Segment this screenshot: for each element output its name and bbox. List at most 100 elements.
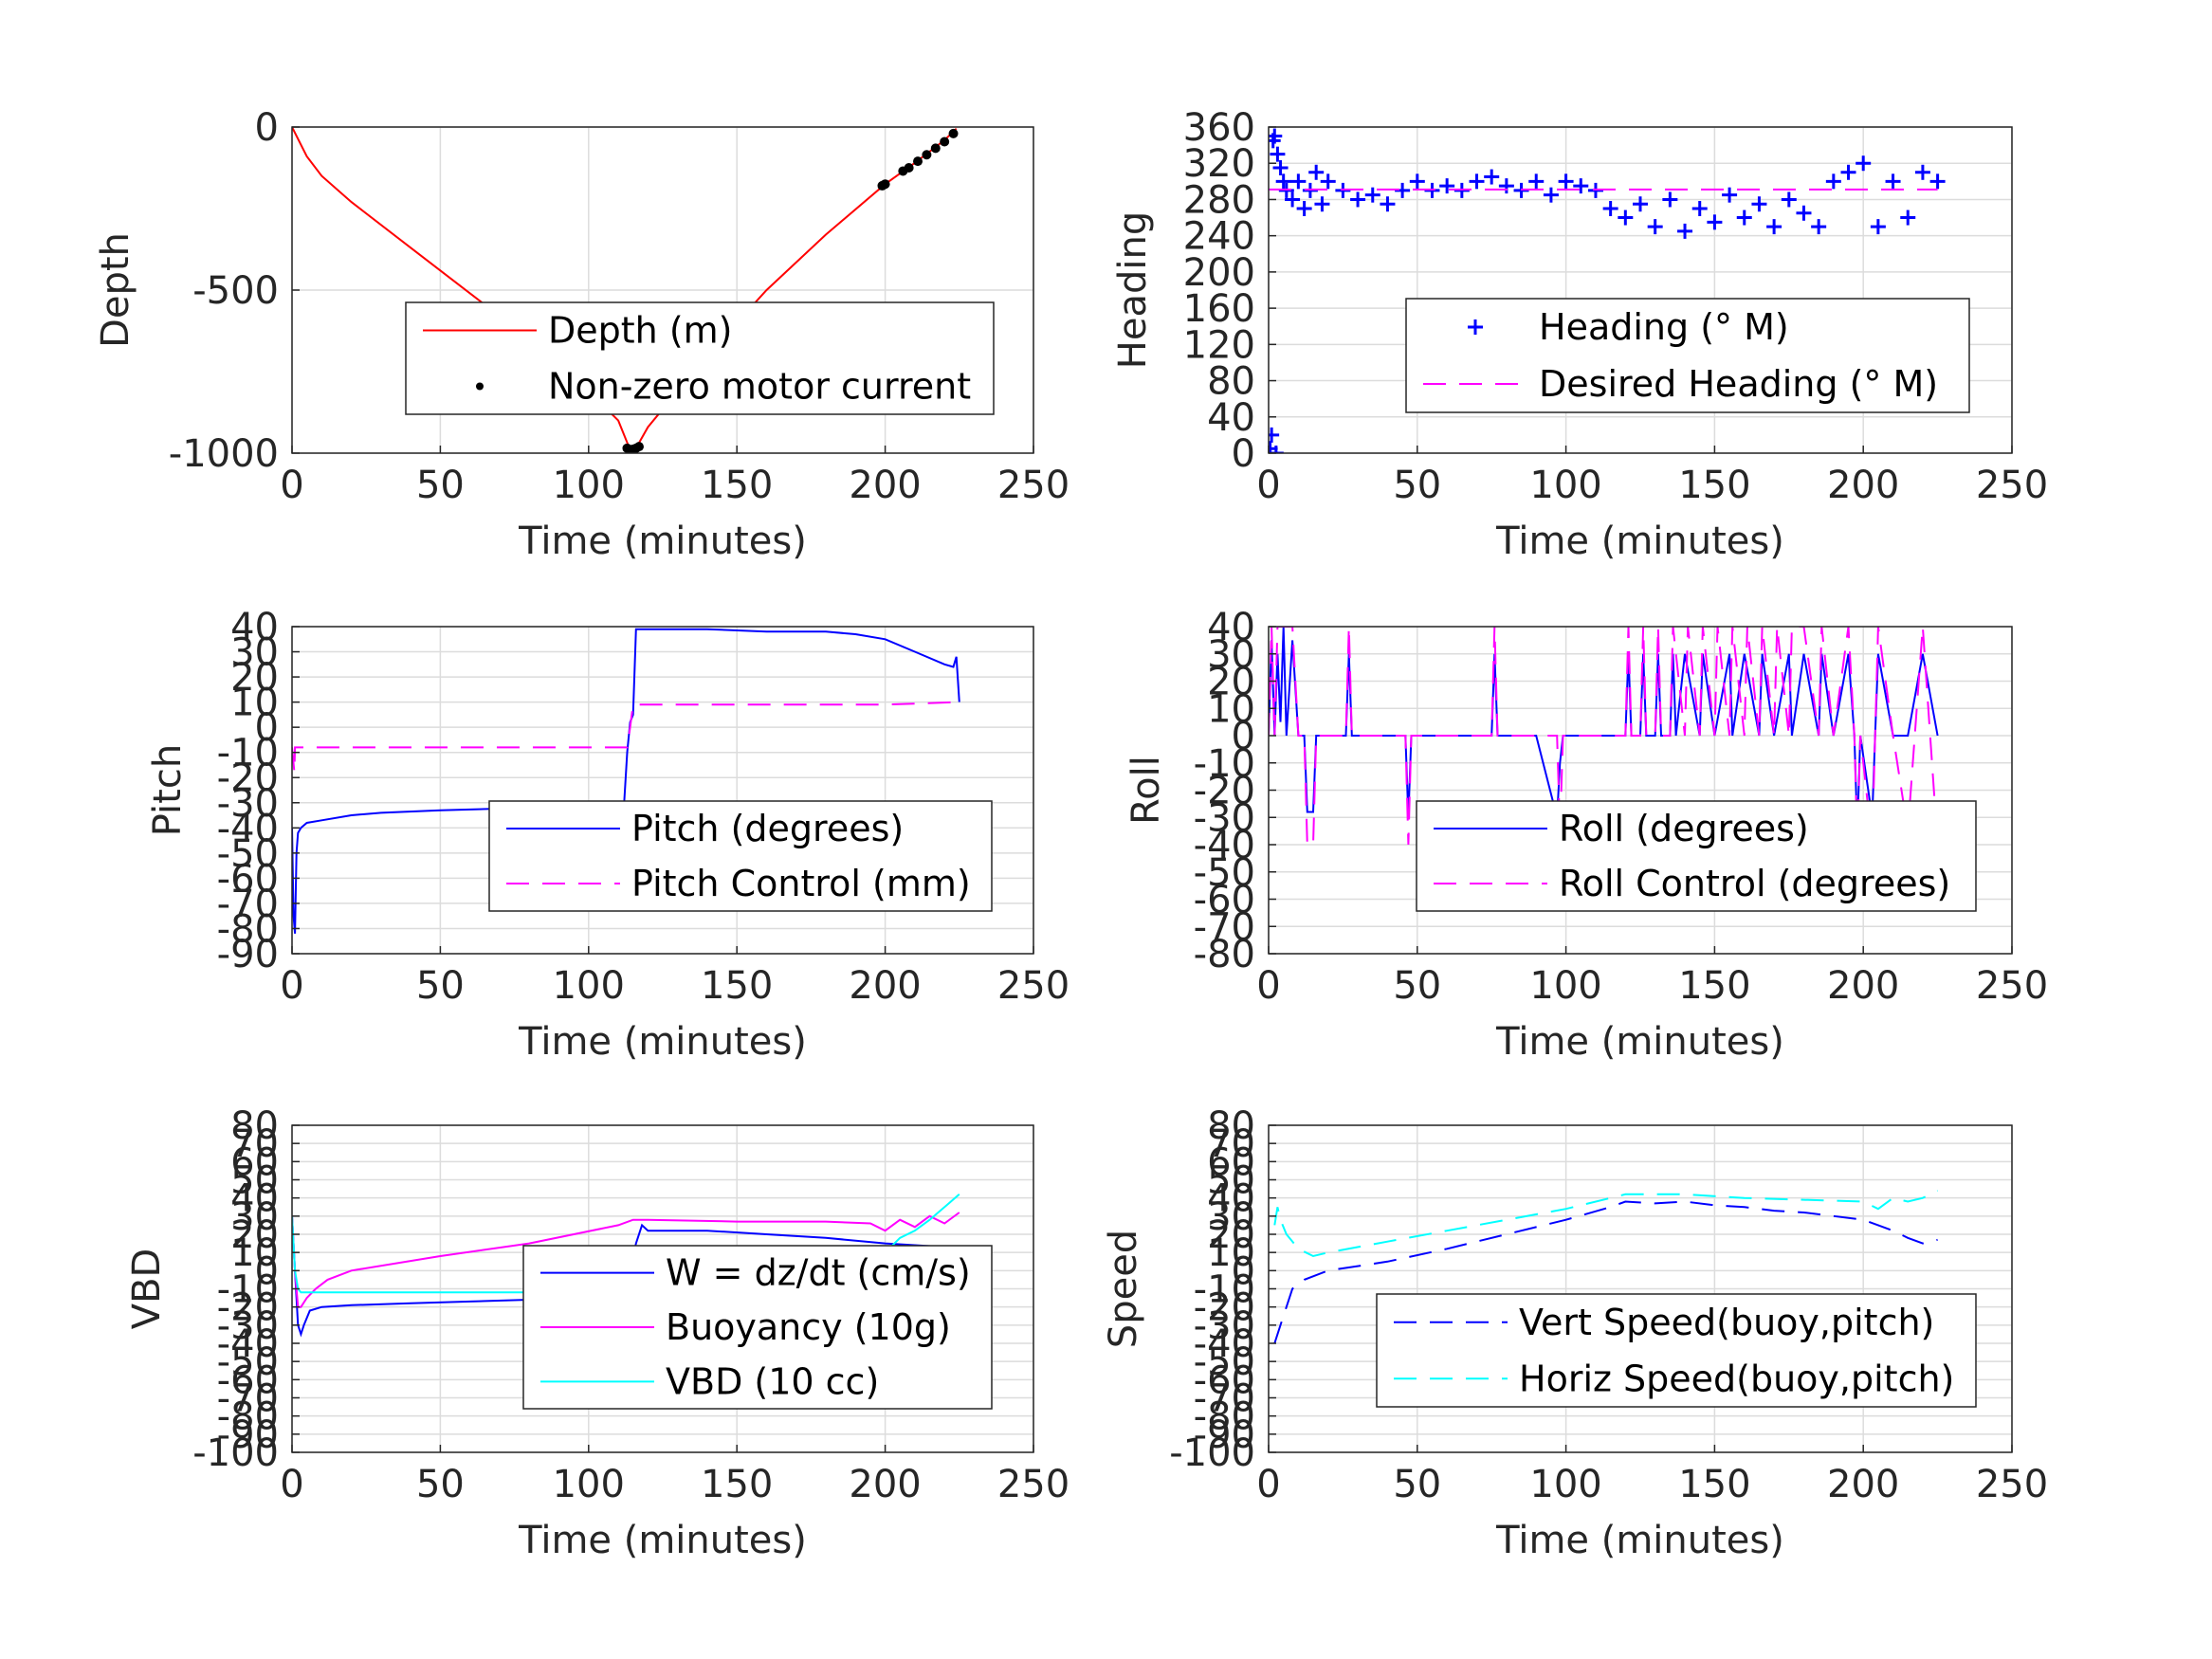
y-tick-label: -90 (1194, 1413, 1255, 1457)
y-tick-label: 320 (1183, 142, 1255, 186)
y-tick-label: 0 (1232, 715, 1255, 758)
y-tick-label: -80 (1194, 933, 1255, 976)
subplot-6: 0 50 100 150 200 250-100-90-80-70-60-50-40-30… (1102, 1104, 2048, 1562)
x-tick-label: 0 (1256, 964, 1280, 1008)
series-heading-m-point (1543, 187, 1559, 203)
plot-series (292, 127, 959, 453)
series-heading-m-point (1469, 173, 1485, 190)
series-heading-m-point (1270, 146, 1286, 162)
subplot-4: 0 50 100 150 200 250-80-70-60-50-40-30-20-100… (1124, 606, 2048, 1064)
y-axis-label: Heading (1111, 211, 1155, 369)
legend: Roll (degrees) Roll Control (degrees) (1416, 800, 1977, 912)
x-tick-label: 0 (1256, 464, 1280, 507)
y-tick-label: 360 (1183, 106, 1255, 150)
y-tick-label: 40 (1207, 396, 1255, 440)
series-heading-m-point (1314, 196, 1330, 212)
x-tick-label: 250 (1976, 464, 2048, 507)
y-tick-label: 20 (1207, 661, 1255, 704)
legend-swatch (1468, 319, 1483, 335)
series-heading-m-point (1275, 173, 1291, 190)
series-heading-m-point (1736, 210, 1752, 226)
series-heading-m-point (1914, 164, 1930, 180)
y-tick-label: -40 (1194, 1322, 1255, 1366)
x-tick-label: 200 (849, 964, 921, 1008)
legend-box (488, 800, 993, 912)
x-tick-label: 150 (701, 464, 773, 507)
legend: Heading (° M) Desired Heading (° M) (1405, 298, 1970, 413)
series-heading-m-point (1602, 201, 1618, 216)
series-heading-m-point (1647, 219, 1663, 235)
y-axis-label: Pitch (146, 744, 190, 836)
series-heading-m-point (1269, 427, 1280, 443)
y-tick-label: -40 (1194, 824, 1255, 867)
y-tick-label: 50 (230, 1159, 279, 1203)
x-tick-label: 50 (416, 1463, 465, 1506)
series-heading-m-point (1662, 191, 1678, 208)
y-tick-label: 200 (1183, 251, 1255, 295)
legend-box (1376, 1293, 1977, 1408)
y-tick-label: -20 (217, 757, 279, 800)
series-non-zero-motor-current-point (633, 442, 644, 452)
y-tick-label: 160 (1183, 287, 1255, 331)
x-tick-label: 250 (1976, 964, 2048, 1008)
series-heading-m-point (1269, 128, 1283, 144)
x-tick-label: 50 (1393, 1463, 1441, 1506)
series-heading-m-point (1900, 210, 1916, 226)
y-tick-label: 70 (1207, 1122, 1255, 1166)
y-tick-label: -50 (1194, 851, 1255, 895)
x-tick-label: 200 (1827, 464, 1899, 507)
series-heading-m-point (1439, 178, 1455, 194)
y-tick-label: 0 (255, 706, 279, 750)
x-tick-label: 100 (1529, 1463, 1601, 1506)
legend-label: Non-zero motor current (548, 366, 971, 408)
y-tick-label: 20 (230, 1213, 279, 1257)
axes-frame (1268, 126, 2013, 454)
legend: Pitch (degrees) Pitch Control (mm) (488, 800, 993, 912)
series-heading-m-point (1320, 173, 1336, 190)
y-tick-label: -100 (1169, 1431, 1255, 1475)
series-heading-m-point (1885, 173, 1901, 190)
series-heading-m-point (1409, 173, 1425, 190)
plot-series (1269, 128, 1946, 453)
y-tick-label: -20 (1194, 1286, 1255, 1330)
series-buoyancy-10g-line (292, 1212, 960, 1308)
series-non-zero-motor-current-point (940, 137, 950, 147)
y-tick-label: 0 (255, 106, 279, 150)
series-heading-m-point (1308, 164, 1325, 180)
y-tick-label: -20 (1194, 770, 1255, 813)
legend-label: W = dz/dt (cm/s) (666, 1252, 971, 1294)
y-tick-label: 40 (230, 606, 279, 649)
series-heading-m-point (1677, 223, 1693, 239)
legend: W = dz/dt (cm/s) Buoyancy (10g) VBD (10 cc… (522, 1245, 993, 1410)
series-non-zero-motor-current-point (948, 128, 959, 138)
subplot-5: 0 50 100 150 200 250-100-90-80-70-60-50-40-30… (125, 1104, 1069, 1562)
y-tick-label: 60 (230, 1140, 279, 1184)
y-tick-label: 40 (1207, 1177, 1255, 1221)
x-tick-label: 150 (1678, 964, 1750, 1008)
plot-series (292, 628, 960, 934)
series-heading-m-point (1796, 205, 1812, 221)
y-tick-label: -30 (217, 1304, 279, 1348)
x-tick-label: 50 (416, 464, 465, 507)
y-tick-label: -70 (1194, 1377, 1255, 1421)
series-heading-m-point (1558, 173, 1574, 190)
series-roll-control-degrees-line (1269, 627, 1939, 846)
x-tick-label: 0 (280, 464, 303, 507)
subplot-2: 0 50 100 150 200 2500408012016020024028032036… (1111, 106, 2048, 563)
x-tick-label: 100 (553, 1463, 625, 1506)
y-tick-label: 60 (1207, 1140, 1255, 1184)
y-tick-label: -10 (1194, 1268, 1255, 1312)
series-non-zero-motor-current-point (913, 156, 923, 167)
y-tick-label: -40 (217, 807, 279, 850)
x-tick-label: 0 (280, 1463, 303, 1506)
series-heading-m-point (1380, 196, 1396, 212)
series-heading-m-point (1573, 178, 1589, 194)
x-tick-label: 250 (997, 1463, 1069, 1506)
series-heading-m-point (1484, 169, 1500, 185)
y-tick-label: 10 (230, 1231, 279, 1275)
legend-box (1405, 298, 1970, 413)
y-tick-label: 0 (255, 1249, 279, 1293)
series-heading-m-point (1285, 191, 1301, 208)
y-tick-label: 240 (1183, 215, 1255, 259)
legend-box (1416, 800, 1977, 912)
